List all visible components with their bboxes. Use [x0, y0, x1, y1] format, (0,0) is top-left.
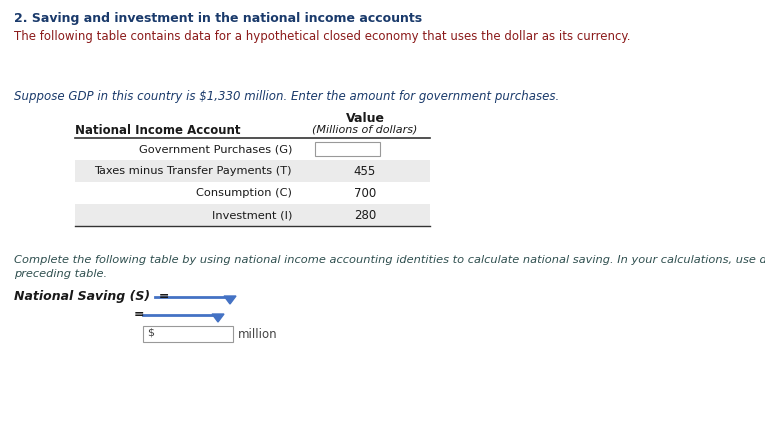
Bar [143, 326, 233, 342]
Text: Suppose GDP in this country is $1,330 million. Enter the amount for government p: Suppose GDP in this country is $1,330 mi… [14, 90, 559, 103]
Polygon shape [224, 296, 236, 304]
Text: Value: Value [346, 112, 385, 125]
Text: preceding table.: preceding table. [14, 269, 107, 279]
Text: $: $ [147, 327, 154, 337]
Text: Taxes minus Transfer Payments (T): Taxes minus Transfer Payments (T) [95, 166, 292, 176]
Text: 455: 455 [354, 164, 376, 177]
Text: (Millions of dollars): (Millions of dollars) [312, 124, 418, 134]
Text: million: million [238, 327, 278, 340]
Text: Investment (I): Investment (I) [212, 210, 292, 220]
Text: Consumption (C): Consumption (C) [196, 188, 292, 198]
Text: National Income Account: National Income Account [75, 124, 240, 137]
Text: Complete the following table by using national income accounting identities to c: Complete the following table by using na… [14, 255, 765, 265]
Text: The following table contains data for a hypothetical closed economy that uses th: The following table contains data for a … [14, 30, 630, 43]
Text: 2. Saving and investment in the national income accounts: 2. Saving and investment in the national… [14, 12, 422, 25]
Polygon shape [212, 314, 224, 322]
Text: =: = [134, 308, 145, 321]
Bar [315, 142, 380, 156]
Bar [75, 204, 430, 226]
Text: National Saving (S)  =: National Saving (S) = [14, 290, 169, 303]
Text: 700: 700 [354, 186, 376, 199]
Text: Government Purchases (G): Government Purchases (G) [138, 144, 292, 154]
Text: 280: 280 [354, 208, 376, 221]
Bar [75, 160, 430, 182]
